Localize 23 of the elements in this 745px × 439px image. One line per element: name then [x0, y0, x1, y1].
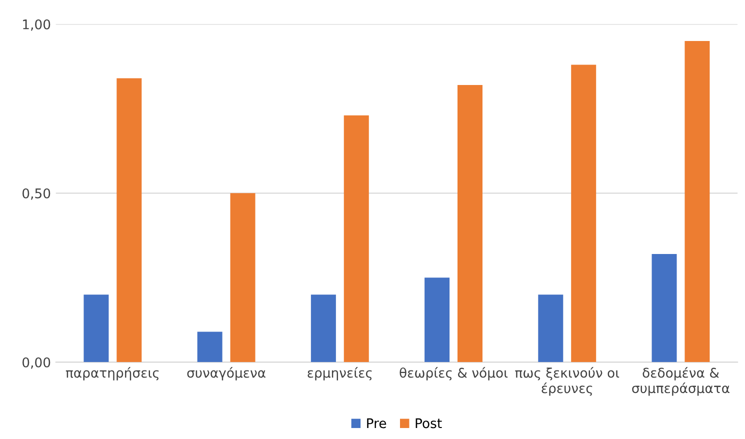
y-tick-label: 0,50: [22, 188, 50, 200]
x-tick-label: ερμηνείες: [308, 367, 372, 380]
bar: [344, 115, 369, 362]
bar: [197, 332, 222, 362]
bar: [652, 254, 677, 362]
x-tick-label: πως ξεκινούν οι έρευνες: [515, 367, 620, 396]
bar: [310, 294, 336, 362]
x-tick-label: συναγόμενα: [187, 367, 266, 380]
x-tick-label: θεωρίες & νόμοι: [400, 367, 508, 380]
bar: [84, 294, 109, 362]
bar: [538, 294, 564, 362]
bar: [230, 193, 256, 362]
x-tick-label: δεδομένα & συμπεράσματα: [632, 367, 730, 396]
bar: [424, 278, 450, 362]
bar: [571, 64, 596, 362]
x-tick-label: παρατηρήσεις: [66, 367, 159, 380]
y-tick-label: 1,00: [23, 19, 50, 31]
bar: [457, 84, 482, 362]
bar: [116, 78, 142, 362]
bar: [684, 41, 710, 362]
legend-label: Post: [416, 418, 442, 428]
legend-label: Pre: [367, 418, 386, 428]
y-tick-label: 0,00: [22, 357, 50, 369]
